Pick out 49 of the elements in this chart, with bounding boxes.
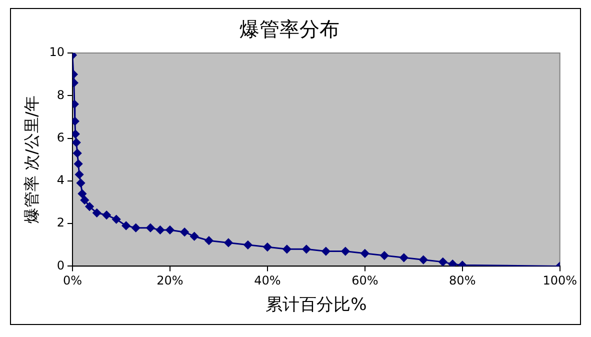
point <box>322 247 330 256</box>
point <box>146 224 155 232</box>
point <box>224 238 233 247</box>
point <box>112 215 121 224</box>
point <box>166 226 174 234</box>
y-tick-label: 0 <box>56 258 64 272</box>
point <box>190 232 199 241</box>
x-tick-label: 60% <box>352 274 378 288</box>
point <box>438 258 448 266</box>
x-tick-label: 0% <box>62 274 82 288</box>
point <box>122 221 130 230</box>
point <box>341 247 350 256</box>
point <box>72 130 80 138</box>
y-tick-label: 10 <box>49 45 64 60</box>
point <box>302 244 311 254</box>
point <box>72 116 80 126</box>
point <box>180 228 189 236</box>
point <box>73 148 82 158</box>
x-tick-label: 80% <box>449 274 476 288</box>
chart-title: 爆管率分布 <box>240 17 340 42</box>
point <box>92 208 102 218</box>
x-tick-label: 40% <box>254 274 281 288</box>
point <box>244 240 252 250</box>
point <box>204 236 214 245</box>
point <box>263 242 272 252</box>
point <box>380 251 389 260</box>
point <box>448 260 457 266</box>
point <box>85 202 94 211</box>
point <box>102 210 111 220</box>
point <box>132 224 140 232</box>
x-tick-label: 100% <box>542 274 578 288</box>
point <box>80 196 89 204</box>
point <box>360 249 370 258</box>
point <box>72 138 81 147</box>
y-tick-label: 8 <box>56 88 64 102</box>
point <box>74 160 83 168</box>
y-tick-label: 6 <box>56 130 64 144</box>
point <box>419 256 428 264</box>
point <box>75 170 84 179</box>
x-axis-title: 累计百分比% <box>266 295 367 316</box>
point <box>400 253 408 262</box>
point <box>76 178 86 188</box>
y-tick-label: 4 <box>56 173 64 188</box>
x-tick-label: 20% <box>156 274 184 288</box>
y-tick-label: 2 <box>56 216 64 230</box>
point <box>156 226 164 234</box>
y-axis-title: 爆管率 次/公里/年 <box>22 96 41 224</box>
point <box>78 189 86 198</box>
point <box>282 244 292 254</box>
